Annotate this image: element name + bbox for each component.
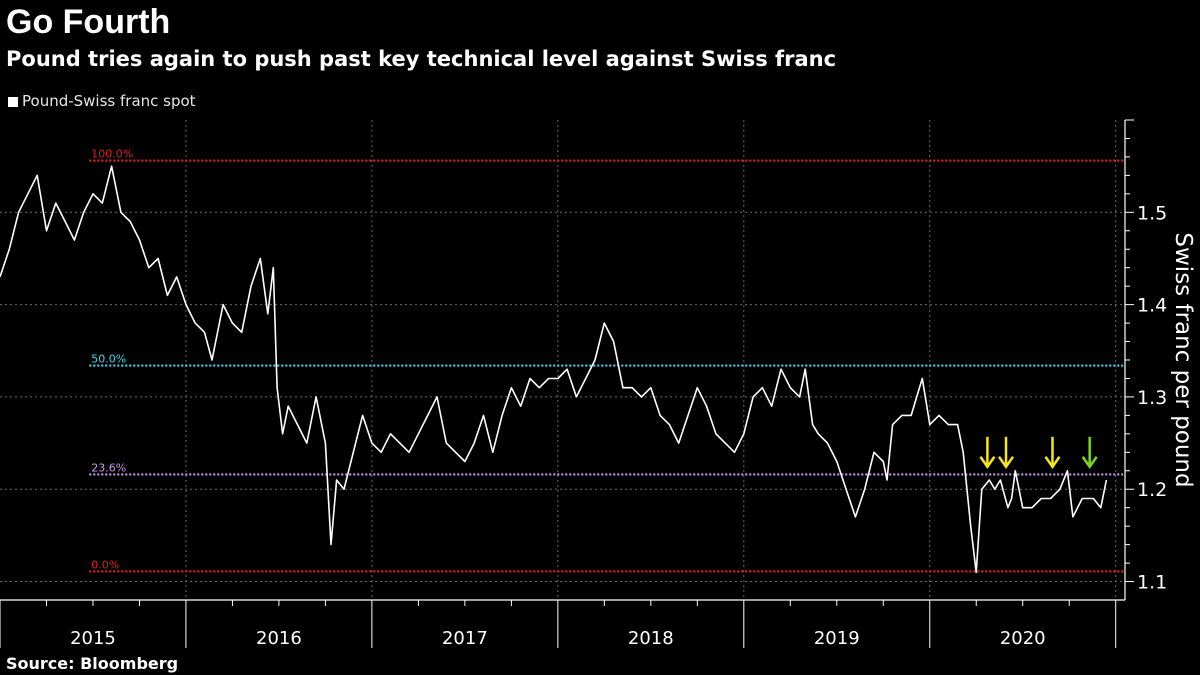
series-line [0,165,1108,574]
y-tick-label: 1.1 [1137,572,1167,594]
x-tick-label: 2018 [628,628,674,649]
x-tick-label: 2020 [1000,628,1046,649]
retracement-label: 0.0% [91,558,119,571]
legend-swatch [8,96,18,107]
x-tick-label: 2017 [442,628,488,649]
retracement-label: 100.0% [91,148,133,161]
y-tick-label: 1.2 [1137,479,1167,501]
x-tick-label: 2019 [814,628,860,649]
down-arrow-icon [1081,436,1098,469]
y-tick-label: 1.3 [1137,387,1167,409]
x-tick-label: 2016 [256,628,302,649]
source-note: Source: Bloomberg [6,654,179,673]
chart-subtitle: Pound tries again to push past key techn… [6,47,837,71]
legend: Pound-Swiss franc spot [8,90,196,112]
down-arrow-icon [1044,436,1061,469]
down-arrow-icon [997,436,1015,469]
legend-label: Pound-Swiss franc spot [22,92,196,110]
retracement-label: 50.0% [91,353,126,366]
chart-title: Go Fourth [6,3,171,41]
retracement-label: 23.6% [91,461,126,474]
x-tick-label: 2015 [70,628,116,649]
y-tick-label: 1.4 [1137,295,1167,317]
y-axis-label: Swiss franc per pound [1170,232,1196,487]
down-arrow-icon [979,436,996,469]
y-tick-label: 1.5 [1137,202,1167,224]
